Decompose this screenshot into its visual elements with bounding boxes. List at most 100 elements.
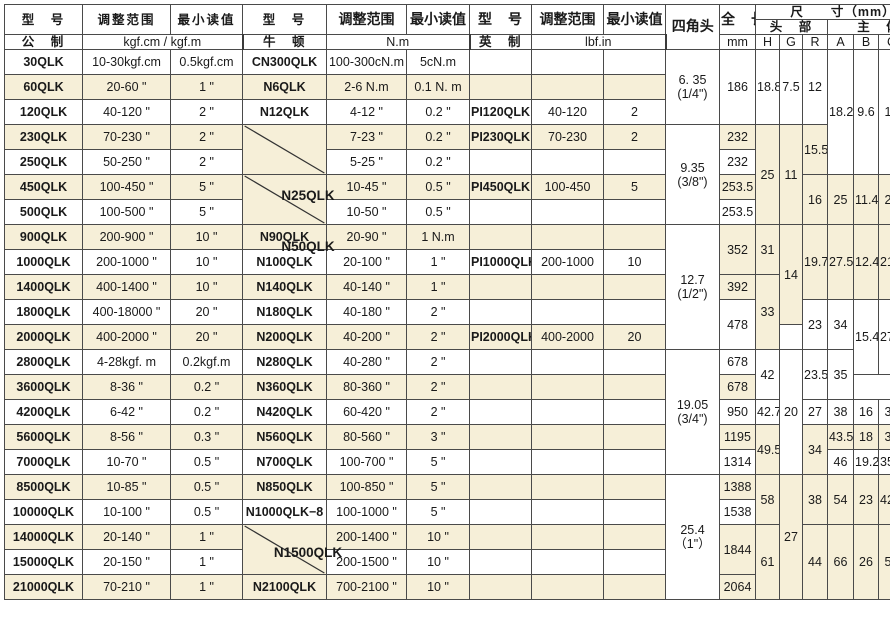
cell-metric-range: 20-60 " <box>82 74 171 100</box>
table-row: 14000QLK 20-140 " 1 " 200-1400 " 10 " 18… <box>4 524 890 600</box>
cell-imperial-model <box>469 549 532 575</box>
cell-total-length: 950 <box>719 399 756 425</box>
cell-metric-range: 100-500 " <box>82 199 171 225</box>
cell-metric-min: 1 " <box>170 74 243 100</box>
cell-dim-B: 23 <box>853 474 879 525</box>
cell-dim-A: 25 <box>827 174 854 225</box>
cell-newton-range: 20-90 " <box>326 224 407 250</box>
cell-total-length: 392 <box>719 274 756 300</box>
cell-newton-model: N560QLK <box>242 424 327 450</box>
cell-imperial-min: 10 <box>603 249 666 275</box>
cell-metric-min: 0.5 " <box>170 449 243 475</box>
cell-imperial-min <box>603 374 666 400</box>
cell-imperial-range: 40-120 <box>531 99 604 125</box>
cell-square-drive: 19.05 (3/4") <box>665 349 720 475</box>
cell-newton-range: 5-25 " <box>326 149 407 175</box>
table-row: 7000QLK 10-70 " 0.5 " N700QLK 100-700 " … <box>4 449 890 475</box>
cell-total-length: 1195 <box>719 424 756 450</box>
cell-dim-R: 15.5 <box>802 124 828 175</box>
cell-metric-range: 200-1000 " <box>82 249 171 275</box>
col-header-C: C <box>878 34 890 50</box>
table-row: 5600QLK 8-56 " 0.3 " N560QLK 80-560 " 3 … <box>4 424 890 475</box>
cell-dim-C: 15 <box>878 49 890 175</box>
cell-metric-range: 10-85 " <box>82 474 171 500</box>
cell-newton-model: N850QLK <box>242 474 327 500</box>
cell-dim-A: 27.5 <box>827 224 854 300</box>
cell-newton-min: 1 N.m <box>406 224 470 250</box>
cell-dim-R: 16 <box>802 174 828 225</box>
cell-dim-H: 31 <box>755 224 780 275</box>
cell-imperial-min: 2 <box>603 124 666 150</box>
table-row: 8500QLK 10-85 " 0.5 " N850QLK 100-850 " … <box>4 474 890 600</box>
cell-imperial-range: 400-2000 <box>531 324 604 350</box>
cell-metric-range: 4-28kgf. m <box>82 349 171 375</box>
cell-imperial-model: PI1000QLK <box>469 249 532 275</box>
cell-metric-model: 15000QLK <box>4 549 83 575</box>
cell-imperial-model: PI230QLK <box>469 124 532 150</box>
cell-imperial-model <box>469 424 532 450</box>
cell-metric-model: 250QLK <box>4 149 83 175</box>
cell-metric-range: 100-450 " <box>82 174 171 200</box>
cell-newton-range: 100-300cN.m <box>326 49 407 75</box>
cell-imperial-model <box>469 349 532 375</box>
cell-dim-B: 18 <box>853 424 879 450</box>
cell-metric-range: 400-2000 " <box>82 324 171 350</box>
cell-metric-min: 10 " <box>170 274 243 300</box>
cell-imperial-model <box>469 574 532 600</box>
cell-imperial-min <box>603 199 666 225</box>
cell-imperial-model <box>469 49 532 75</box>
cell-imperial-range <box>531 74 604 100</box>
cell-dim-A: 46 <box>827 449 854 475</box>
table-row: 30QLK 10-30kgf.cm 0.5kgf.cm CN300QLK 100… <box>4 49 890 175</box>
header-min-metric: 最小读值 <box>170 4 243 35</box>
cell-newton-min: 1 " <box>406 249 470 275</box>
cell-imperial-range: 70-230 <box>531 124 604 150</box>
header-model-metric: 型 号 <box>4 4 83 35</box>
cell-metric-min: 2 " <box>170 149 243 175</box>
cell-metric-min: 1 " <box>170 524 243 550</box>
table-row: 230QLK 70-230 " 2 " 7-23 " 0.2 " PI230QL… <box>4 124 890 225</box>
cell-imperial-min <box>603 149 666 175</box>
table-row: 10000QLK 10-100 " 0.5 " N1000QLK−8 100-1… <box>4 499 890 525</box>
cell-metric-range: 10-30kgf.cm <box>82 49 171 75</box>
cell-newton-model: N200QLK <box>242 324 327 350</box>
cell-dim-R: 34 <box>802 424 828 475</box>
cell-imperial-range <box>531 199 604 225</box>
cell-total-length: 1314 <box>719 449 756 475</box>
cell-newton-range: 200-1500 " <box>326 549 407 575</box>
cell-newton-model: CN300QLK <box>242 49 327 75</box>
cell-imperial-model <box>469 374 532 400</box>
cell-imperial-range <box>531 224 604 250</box>
square-drive-line2: (3/8") <box>677 174 708 189</box>
cell-dim-C: 30 <box>878 399 890 425</box>
cell-imperial-model <box>469 524 532 550</box>
cell-metric-range: 8-36 " <box>82 374 171 400</box>
cell-dim-H: 58 <box>755 474 780 525</box>
cell-metric-range: 6-42 " <box>82 399 171 425</box>
cell-metric-min: 5 " <box>170 199 243 225</box>
cell-metric-range: 10-100 " <box>82 499 171 525</box>
cell-imperial-range <box>531 549 604 575</box>
cell-newton-min: 3 " <box>406 424 470 450</box>
cell-newton-min: 2 " <box>406 324 470 350</box>
col-header-B: B <box>853 34 879 50</box>
cell-dim-A: 38 <box>827 399 854 425</box>
cell-imperial-model <box>469 499 532 525</box>
cell-newton-range: 4-12 " <box>326 99 407 125</box>
cell-metric-range: 8-56 " <box>82 424 171 450</box>
cell-metric-min: 10 " <box>170 224 243 250</box>
square-drive-line1: 12.7 <box>680 273 705 287</box>
cell-newton-model: N280QLK <box>242 349 327 375</box>
cell-dim-H: 49.5 <box>755 424 780 475</box>
cell-newton-min: 0.5 " <box>406 174 470 200</box>
cell-newton-min: 2 " <box>406 374 470 400</box>
cell-imperial-model: PI450QLK <box>469 174 532 200</box>
unit-newton-value: N.m <box>326 34 471 50</box>
cell-imperial-min: 2 <box>603 99 666 125</box>
cell-square-drive: 25.4 （1"） <box>665 474 720 600</box>
cell-total-length: 478 <box>719 299 756 350</box>
unit-metric-label: 公 制 <box>4 34 83 50</box>
cell-newton-min: 10 " <box>406 549 470 575</box>
cell-dim-C: 27.2 <box>878 299 890 375</box>
cell-metric-model: 1000QLK <box>4 249 83 275</box>
